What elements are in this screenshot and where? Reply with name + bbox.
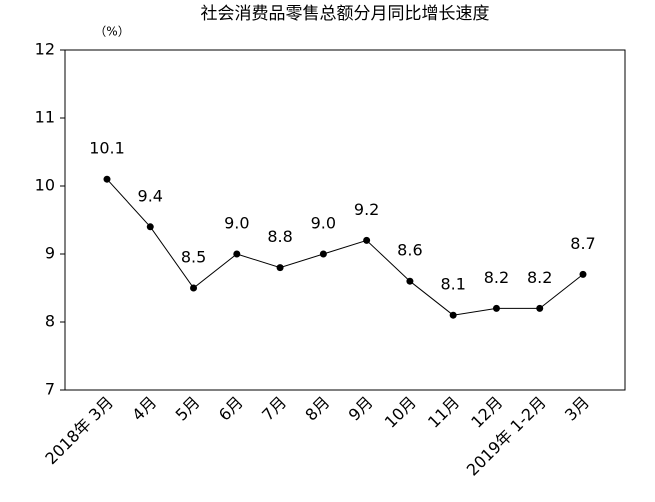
line [106, 178, 584, 316]
value-label: 9.0 [224, 214, 249, 233]
x-tick-label: 4月 [128, 393, 160, 425]
y-tick-label: 10 [35, 176, 55, 195]
value-label: 8.5 [181, 248, 206, 267]
point [319, 250, 327, 258]
value-label: 8.2 [484, 268, 509, 287]
point [579, 270, 587, 278]
x-tick-label: 3月 [561, 393, 593, 425]
chart-title: 社会消费品零售总额分月同比增长速度 [201, 4, 490, 24]
value-label: 9.4 [138, 186, 163, 205]
point [190, 284, 198, 292]
value-label: 8.1 [440, 275, 465, 294]
x-tick-label: 7月 [258, 393, 290, 425]
point [492, 304, 500, 312]
y-tick-label: 9 [45, 244, 55, 263]
point [406, 277, 414, 285]
y-tick-label: 8 [45, 312, 55, 331]
x-tick-label: 12月 [467, 393, 506, 432]
x-tick-label: 10月 [381, 393, 420, 432]
point [103, 175, 111, 183]
x-tick-label: 5月 [172, 393, 204, 425]
y-tick-label: 11 [35, 108, 55, 127]
y-unit: （%） [94, 25, 129, 39]
point [363, 236, 371, 244]
value-label: 9.0 [311, 214, 336, 233]
value-label: 8.6 [397, 241, 422, 260]
point [146, 223, 154, 231]
y-tick-label: 7 [45, 380, 55, 399]
x-tick-label: 2018年 3月 [41, 393, 117, 469]
value-label: 8.7 [570, 234, 595, 253]
point [449, 311, 457, 319]
point [536, 304, 544, 312]
x-tick-label: 11月 [424, 393, 463, 432]
value-label: 9.2 [354, 200, 379, 219]
value-label: 8.2 [527, 268, 552, 287]
x-tick-label: 2019年 1-2月 [463, 393, 550, 480]
value-label: 8.8 [267, 227, 292, 246]
value-label: 10.1 [89, 139, 125, 158]
point [276, 264, 284, 272]
y-tick-label: 12 [35, 40, 55, 59]
point [233, 250, 241, 258]
x-tick-label: 9月 [345, 393, 377, 425]
plot-frame [64, 49, 626, 391]
x-tick-label: 8月 [301, 393, 333, 425]
x-tick-label: 6月 [215, 393, 247, 425]
